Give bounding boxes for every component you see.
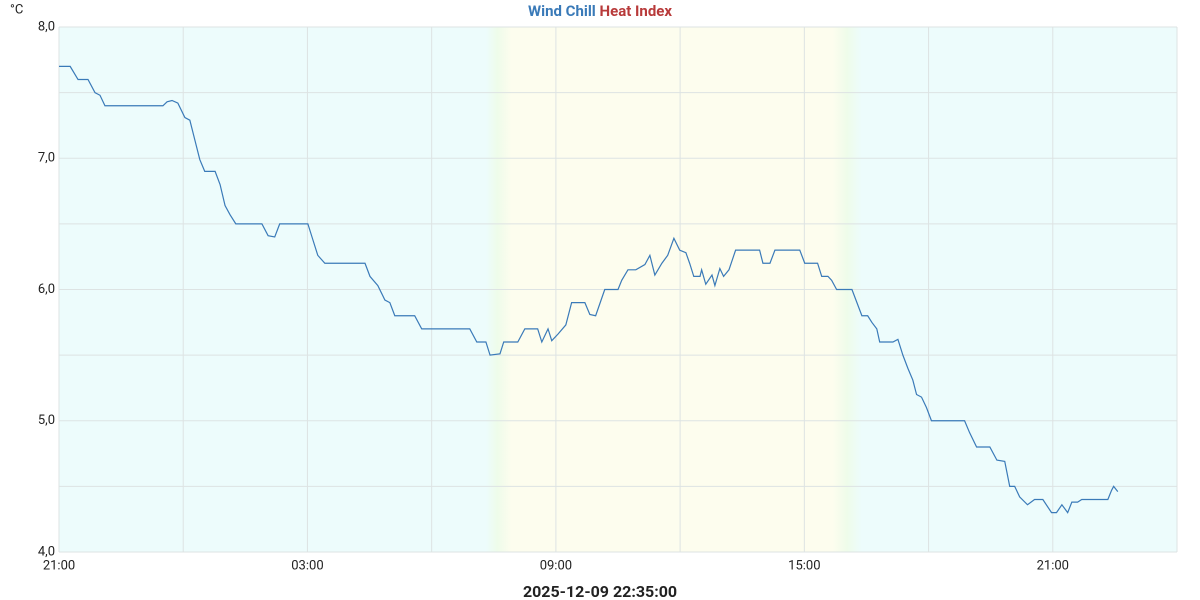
- x-tick-label: 21:00: [1037, 558, 1069, 573]
- x-tick-label: 09:00: [540, 558, 572, 573]
- y-tick-label: 4,0: [38, 544, 55, 559]
- legend-entry[interactable]: Wind Chill: [528, 2, 596, 20]
- y-tick-label: 5,0: [38, 413, 55, 428]
- x-tick-label: 15:00: [788, 558, 820, 573]
- x-tick-label: 03:00: [291, 558, 323, 573]
- chart-title: Wind Chill Heat Index: [528, 2, 672, 20]
- y-tick-label: 8,0: [38, 19, 55, 34]
- y-tick-label: 6,0: [38, 282, 55, 297]
- legend-entry[interactable]: Heat Index: [600, 2, 673, 20]
- y-tick-label: 7,0: [38, 151, 55, 166]
- data-line: [59, 65, 1119, 514]
- footer-timestamp: 2025-12-09 22:35:00: [523, 582, 677, 600]
- y-unit: °C: [10, 2, 23, 17]
- x-tick-label: 21:00: [43, 558, 75, 573]
